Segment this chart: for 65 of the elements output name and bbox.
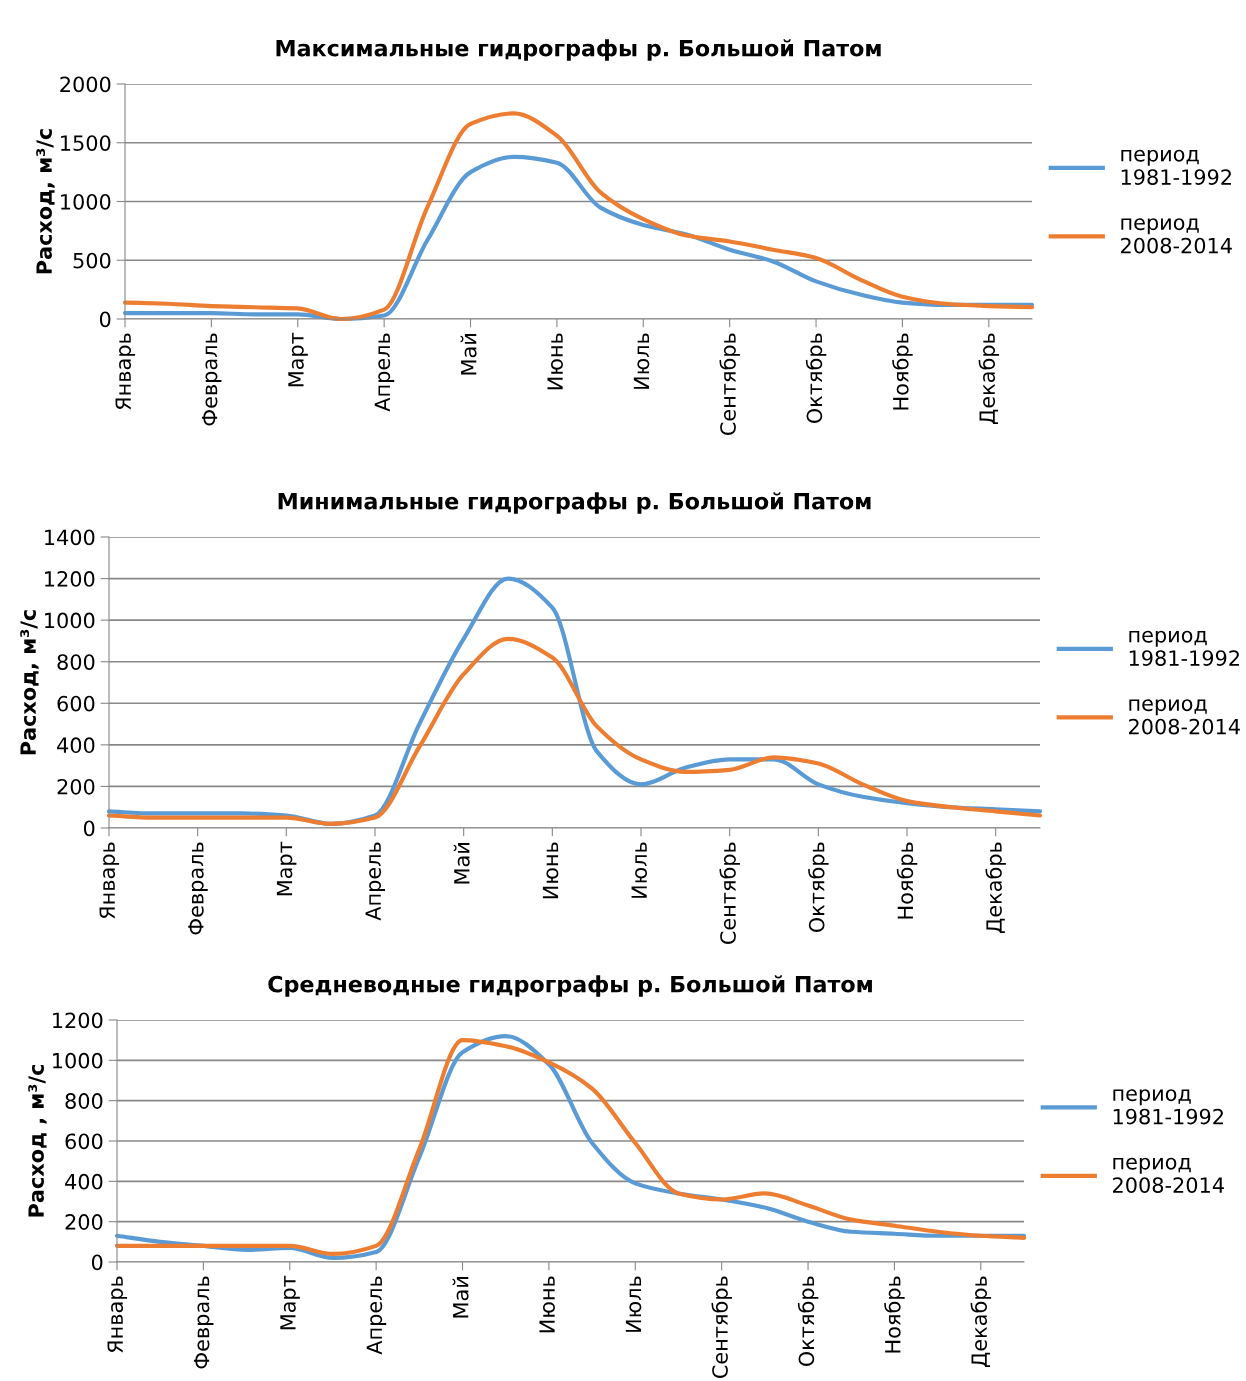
x-tick-label: Октябрь <box>797 1276 819 1367</box>
x-tick-label: Декабрь <box>978 333 1000 424</box>
x-tick-label: Июнь <box>539 1276 555 1333</box>
y-tick-label: 1200 <box>45 571 95 587</box>
x-tick-label: Ноябрь <box>884 1276 905 1353</box>
x-tick-label: Декабрь <box>970 1276 992 1367</box>
x-tick-label: Март <box>280 1275 300 1330</box>
x-tick-label: Ноябрь <box>896 842 918 919</box>
chart-title: Минимальные гидрографы р. Большой Патом <box>278 492 871 514</box>
legend-label: период 1981-1992 <box>1129 630 1239 666</box>
x-tick-label: Апрель <box>365 842 386 921</box>
x-tick-label: Февраль <box>201 333 222 426</box>
x-tick-label: Февраль <box>188 842 208 935</box>
x-tick-label: Ноябрь <box>892 333 913 410</box>
y-tick-label: 1000 <box>45 612 95 629</box>
x-tick-label: Май <box>452 1277 469 1318</box>
y-tick-label: 0 <box>99 311 111 328</box>
y-tick-label: 600 <box>65 1133 103 1150</box>
x-tick-label: Июль <box>625 1276 642 1332</box>
x-tick-label: Январь <box>115 333 136 410</box>
legend-label: период 2008-2014 <box>1113 1157 1224 1193</box>
chart-title: Средневодные гидрографы р. Большой Патом <box>268 975 872 997</box>
x-tick-label: Июнь <box>547 333 563 390</box>
x-tick-label: Май <box>460 334 477 375</box>
x-tick-label: Февраль <box>193 1276 214 1369</box>
y-axis-title: Расход, м³/с <box>20 610 39 755</box>
x-tick-label: Декабрь <box>985 842 1006 933</box>
x-tick-label: Май <box>453 843 470 884</box>
y-tick-label: 0 <box>91 1254 103 1271</box>
y-tick-label: 1000 <box>61 193 111 210</box>
legend-label: период 2008-2014 <box>1121 218 1232 254</box>
legend-label: период 2008-2014 <box>1129 699 1240 735</box>
y-tick-label: 400 <box>65 1173 103 1190</box>
y-tick-label: 1000 <box>53 1052 103 1069</box>
x-tick-label: Март <box>276 841 297 896</box>
y-tick-label: 800 <box>65 1093 103 1109</box>
y-tick-label: 1200 <box>53 1012 103 1029</box>
y-axis-title: Расход , м³/с <box>28 1065 47 1217</box>
y-tick-label: 1400 <box>45 529 95 546</box>
y-tick-label: 600 <box>57 695 95 712</box>
y-tick-label: 0 <box>83 820 95 837</box>
y-tick-label: 500 <box>73 252 111 269</box>
y-tick-label: 400 <box>57 737 95 754</box>
y-tick-label: 2000 <box>60 76 111 93</box>
x-tick-label: Октябрь <box>805 333 827 424</box>
x-tick-label: Январь <box>107 1276 128 1353</box>
x-tick-label: Апрель <box>366 1276 387 1355</box>
y-tick-label: 800 <box>57 654 95 670</box>
legend-label: период 1981-1992 <box>1113 1089 1223 1125</box>
x-tick-label: Март <box>288 332 308 387</box>
x-tick-label: Январь <box>99 842 120 919</box>
x-tick-label: Июль <box>633 333 650 389</box>
x-tick-label: Апрель <box>374 333 395 412</box>
x-tick-label: Июнь <box>542 842 559 899</box>
x-tick-label: Октябрь <box>808 842 829 933</box>
x-tick-label: Сентябрь <box>719 333 740 436</box>
y-tick-label: 200 <box>65 1214 103 1230</box>
x-tick-label: Июль <box>631 842 648 898</box>
x-tick-label: Сентябрь <box>719 842 740 945</box>
y-tick-label: 200 <box>57 778 95 795</box>
y-tick-label: 1500 <box>61 135 111 151</box>
y-axis-title: Расход, м³/с <box>36 129 55 274</box>
chart-title: Максимальные гидрографы р. Большой Патом <box>276 39 881 61</box>
legend-label: период 1981-1992 <box>1121 149 1231 185</box>
x-tick-label: Сентябрь <box>711 1276 732 1379</box>
